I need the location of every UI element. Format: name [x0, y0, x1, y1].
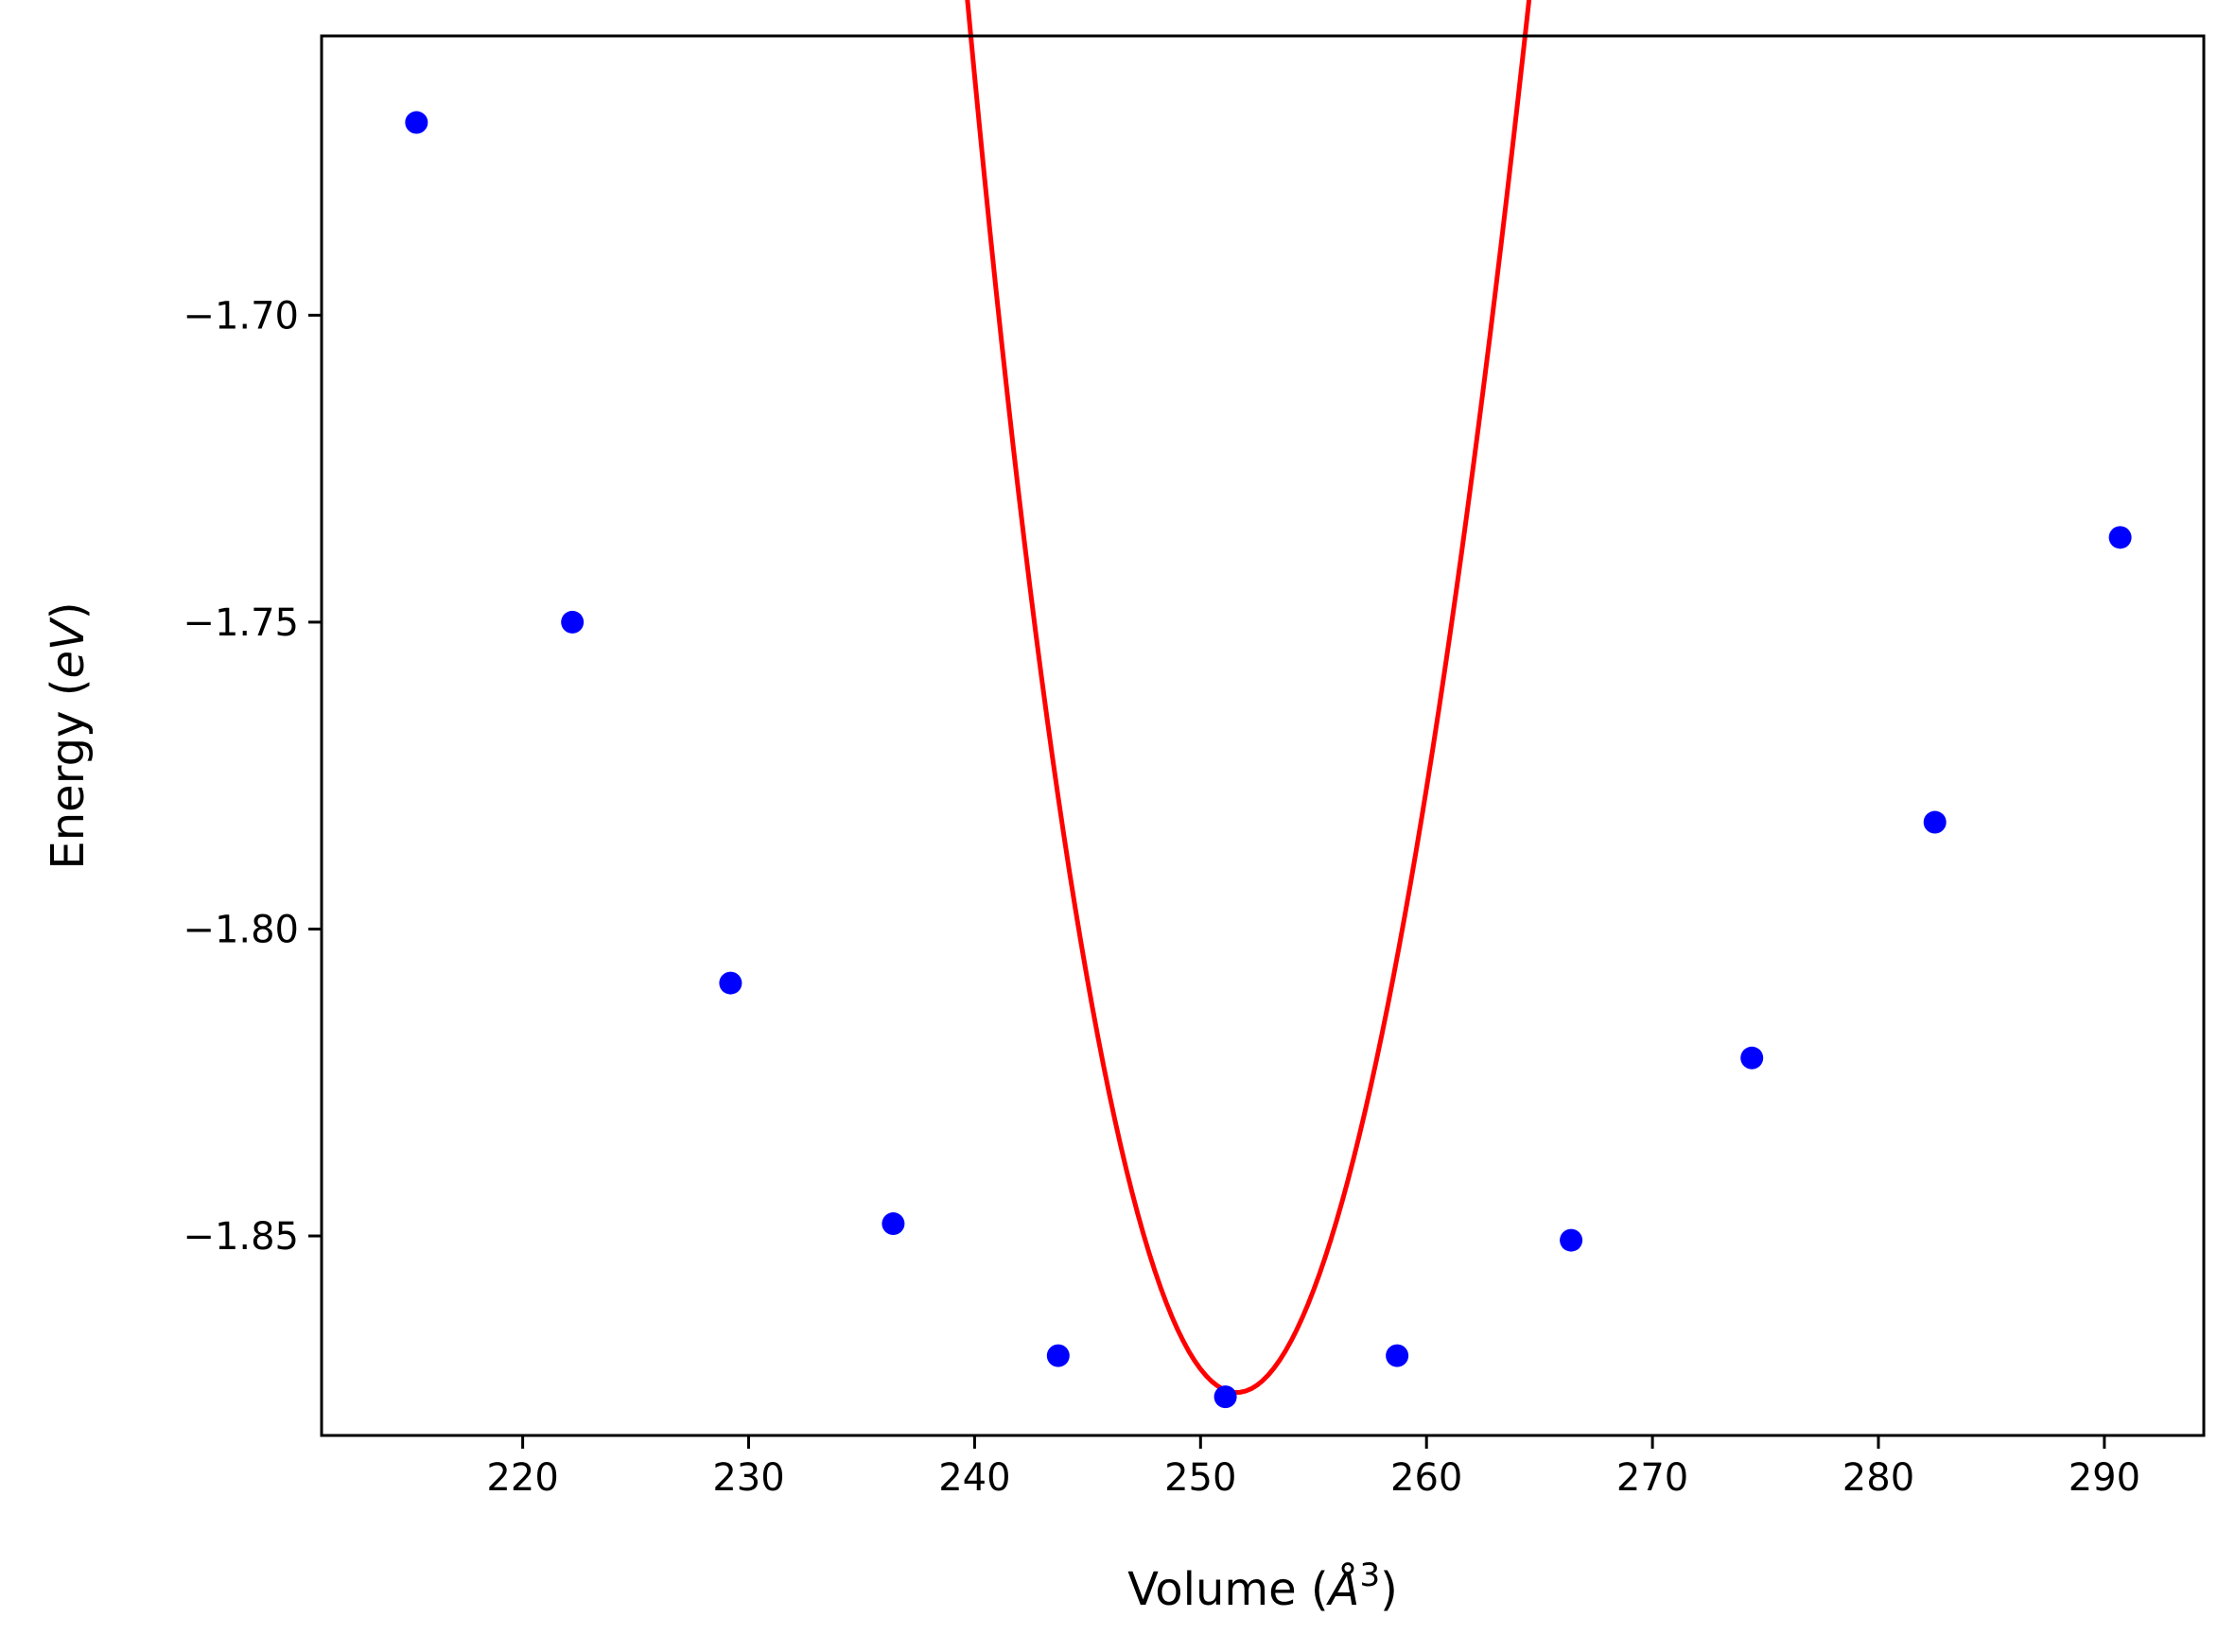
data-point [882, 1212, 905, 1236]
fit-curve-line [965, 0, 1532, 1395]
plot-frame [320, 34, 2206, 1437]
x-tick-label: 240 [938, 1456, 1010, 1500]
y-tick-label: −1.75 [183, 601, 299, 645]
data-point [561, 610, 585, 634]
data-point [1923, 810, 1947, 834]
data-point [1046, 1344, 1070, 1367]
data-point [2108, 526, 2132, 549]
y-axis-label: Energy (eV) [42, 601, 95, 869]
x-tick-label: 260 [1390, 1456, 1462, 1500]
x-tick-label: 220 [486, 1456, 558, 1500]
data-point [1214, 1385, 1237, 1409]
x-tick-label: 250 [1164, 1456, 1236, 1500]
x-tick-label: 230 [712, 1456, 784, 1500]
x-axis-label: Volume (Å3) [1127, 1556, 1398, 1616]
data-point [405, 111, 428, 134]
data-point [1560, 1228, 1583, 1252]
fit-curve-layer [965, 0, 1532, 1395]
axis-ticks: 220 230 240 250 260 270 280 290 −1.70 −1.75 −1.80 −… [183, 294, 2140, 1500]
data-points-layer [405, 111, 2132, 1409]
y-tick-label: −1.85 [183, 1215, 299, 1259]
data-point [719, 971, 742, 995]
y-tick-label: −1.80 [183, 908, 299, 951]
x-tick-label: 290 [2069, 1456, 2140, 1500]
data-point [1740, 1046, 1764, 1069]
data-point [1386, 1344, 1409, 1367]
plot-area [322, 36, 2204, 1435]
y-tick-label: −1.70 [183, 294, 299, 338]
x-tick-label: 280 [1842, 1456, 1914, 1500]
x-tick-label: 270 [1616, 1456, 1688, 1500]
